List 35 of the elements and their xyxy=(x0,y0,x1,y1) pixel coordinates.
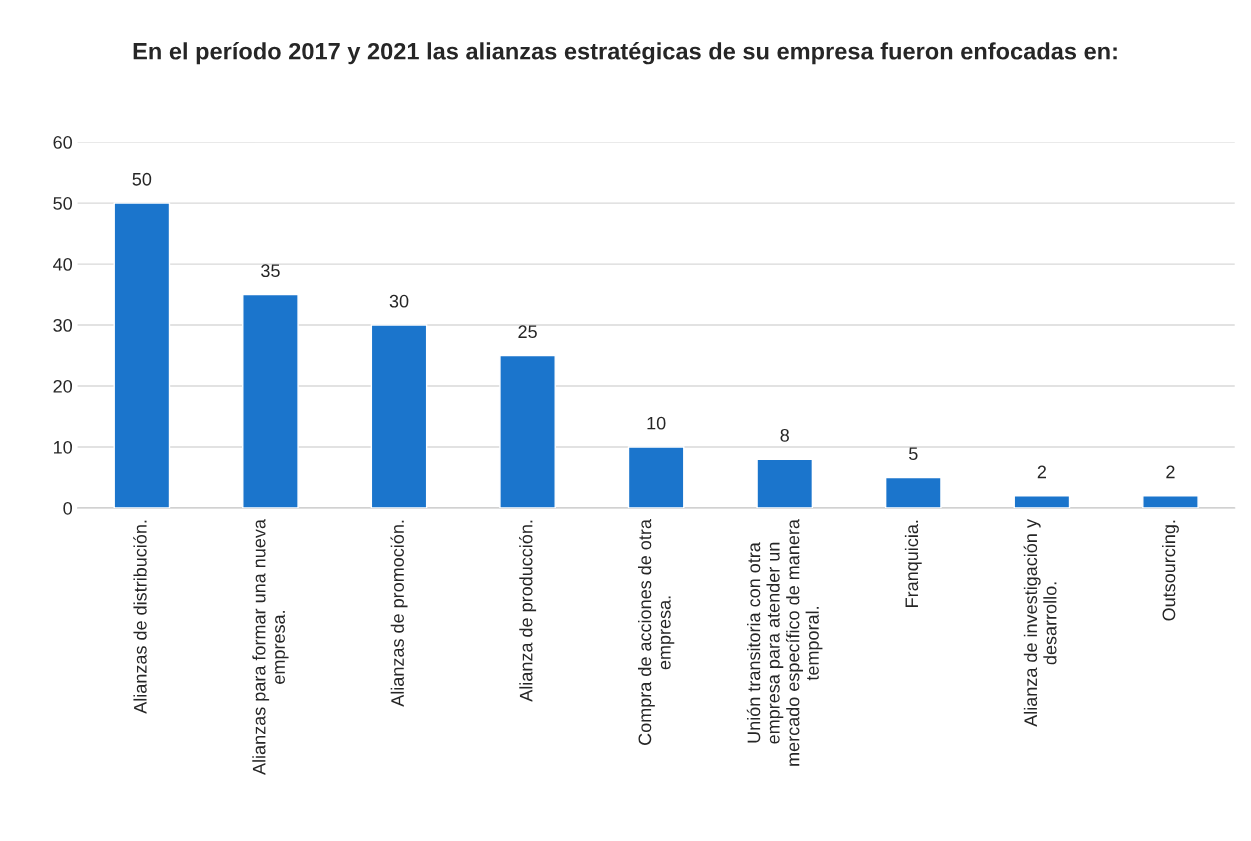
data-label: 5 xyxy=(909,447,918,461)
data-label: 30 xyxy=(389,294,409,308)
bar xyxy=(884,476,942,508)
x-tick-label: Outsourcing. xyxy=(1162,520,1179,621)
y-tick-label: 60 xyxy=(53,136,72,149)
bar xyxy=(242,293,299,508)
bar xyxy=(499,354,556,508)
data-label: 35 xyxy=(261,264,280,278)
data-label: 50 xyxy=(132,172,152,186)
bar xyxy=(1013,495,1071,508)
data-label: 2 xyxy=(1037,465,1046,479)
y-tick-label: 30 xyxy=(53,318,72,332)
y-tick-label: 10 xyxy=(54,440,72,454)
x-tick-label: Alianzas de distribución. xyxy=(133,520,147,714)
bar xyxy=(1142,495,1199,508)
bar xyxy=(756,458,814,508)
y-tick-label: 40 xyxy=(53,258,72,271)
data-label: 10 xyxy=(647,416,666,430)
data-label: 8 xyxy=(780,428,789,442)
x-tick-label: Unión transitoria con otra empresa para atender un mercado específico de manera temporal. xyxy=(746,519,823,766)
x-tick-label: Alianzas de promoción. xyxy=(390,520,408,707)
data-label: 2 xyxy=(1166,465,1175,479)
x-tick-label: Compra de acciones de otra empresa. xyxy=(638,519,675,745)
y-tick-label: 50 xyxy=(53,197,72,210)
data-label: 25 xyxy=(518,325,537,339)
bar xyxy=(370,324,428,508)
bar xyxy=(113,202,171,508)
x-tick-label: Alianza de producción. xyxy=(519,520,537,702)
bar xyxy=(627,446,685,508)
x-tick-label: Alianza de investigación y desarrollo. xyxy=(1023,519,1057,727)
y-tick-label: 20 xyxy=(53,379,72,393)
x-tick-label: Alianzas para formar una nueva empresa. xyxy=(252,519,289,775)
chart-title: En el período 2017 y 2021 las alianzas estratégicas de su empresa fueron enfocadas en: xyxy=(133,42,1117,65)
x-tick-label: Franquicia. xyxy=(904,520,922,607)
y-tick-label: 0 xyxy=(63,501,72,515)
